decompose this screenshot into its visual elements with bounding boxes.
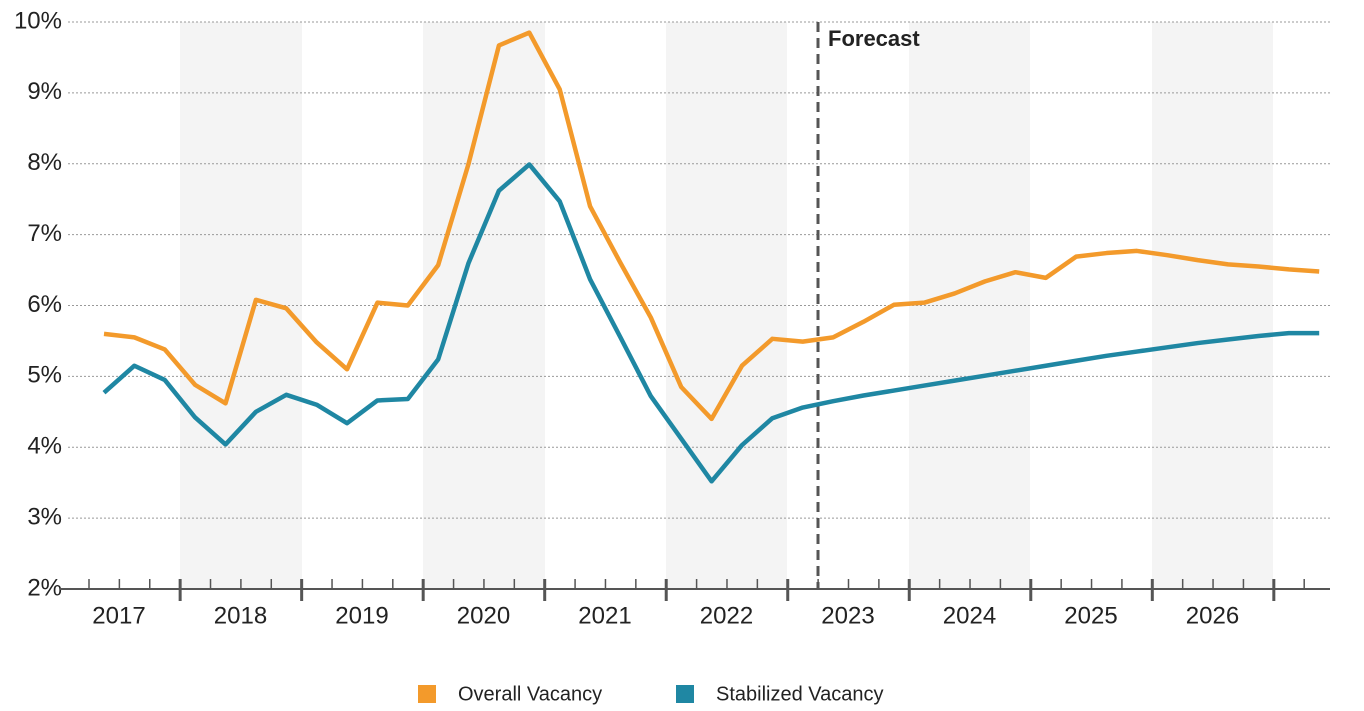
y-tick-label: 7% — [27, 220, 62, 247]
line-series — [102, 162, 1320, 484]
band — [666, 22, 787, 589]
x-tick-label: 2018 — [214, 602, 267, 629]
x-tick-label: 2019 — [335, 602, 388, 629]
legend-label: Overall Vacancy — [458, 683, 602, 705]
legend-label: Stabilized Vacancy — [716, 683, 884, 705]
x-tick-label: 2023 — [821, 602, 874, 629]
line-series — [103, 30, 1320, 422]
x-tick-label: 2020 — [457, 602, 510, 629]
legend-swatch — [418, 685, 436, 703]
y-tick-label: 6% — [27, 291, 62, 318]
x-tick-label: 2022 — [700, 602, 753, 629]
x-tick-label: 2025 — [1064, 602, 1117, 629]
x-tick-label: 2021 — [578, 602, 631, 629]
legend-swatch — [676, 685, 694, 703]
x-tick-label: 2017 — [92, 602, 145, 629]
y-tick-label: 4% — [27, 433, 62, 460]
x-tick-label: 2024 — [943, 602, 996, 629]
y-tick-label: 5% — [27, 362, 62, 389]
y-tick-label: 8% — [27, 149, 62, 176]
x-tick-label: 2026 — [1186, 602, 1239, 629]
y-tick-label: 2% — [27, 574, 62, 601]
y-tick-label: 9% — [27, 78, 62, 105]
y-tick-label: 3% — [27, 503, 62, 530]
y-tick-label: 10% — [14, 7, 62, 34]
forecast-label: Forecast — [828, 26, 920, 51]
